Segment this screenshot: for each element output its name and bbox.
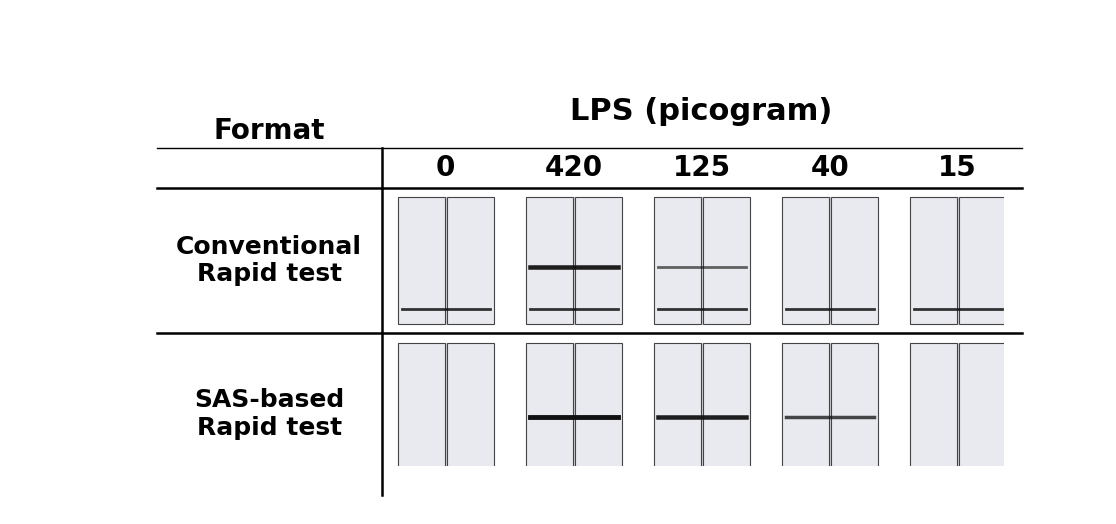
Bar xyxy=(781,196,829,324)
Text: 125: 125 xyxy=(673,154,731,182)
Bar xyxy=(446,196,493,324)
Bar xyxy=(526,196,573,324)
Bar xyxy=(910,196,956,324)
Text: 0: 0 xyxy=(436,154,455,182)
Bar xyxy=(781,343,829,485)
Bar xyxy=(654,196,701,324)
Bar xyxy=(703,343,750,485)
Bar xyxy=(654,343,701,485)
Bar xyxy=(397,343,444,485)
Bar xyxy=(446,343,493,485)
Text: SAS-based
Rapid test: SAS-based Rapid test xyxy=(194,388,345,440)
Text: LPS (picogram): LPS (picogram) xyxy=(570,97,833,126)
Text: 420: 420 xyxy=(545,154,603,182)
Bar xyxy=(830,343,877,485)
Bar xyxy=(959,343,1006,485)
Text: Format: Format xyxy=(213,117,325,146)
Bar xyxy=(703,196,750,324)
Text: 15: 15 xyxy=(939,154,978,182)
Bar xyxy=(910,343,956,485)
Bar xyxy=(526,343,573,485)
Bar xyxy=(575,343,622,485)
Bar xyxy=(397,196,444,324)
Text: Conventional
Rapid test: Conventional Rapid test xyxy=(176,235,363,287)
Bar xyxy=(575,196,622,324)
Bar xyxy=(959,196,1006,324)
Bar xyxy=(830,196,877,324)
Text: 40: 40 xyxy=(810,154,849,182)
